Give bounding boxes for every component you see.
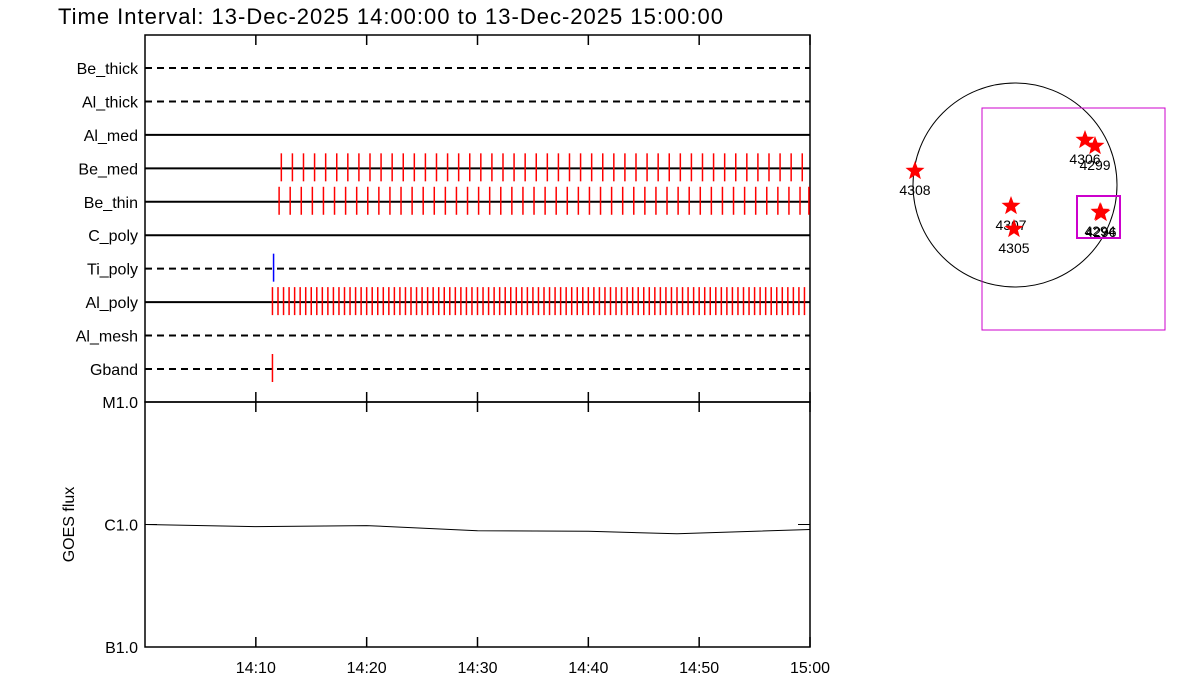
title: Time Interval: 13-Dec-2025 14:00:00 to 1… <box>58 4 724 29</box>
timeline-frame <box>144 34 811 403</box>
row-label: Gband <box>90 362 138 379</box>
x-tick-label: 14:10 <box>236 660 276 677</box>
row-label: Al_thick <box>82 94 139 111</box>
y-tick-label: B1.0 <box>105 640 138 657</box>
region-star <box>1085 136 1105 155</box>
row-label: Al_poly <box>86 295 138 312</box>
x-tick-label: 14:30 <box>457 660 497 677</box>
y-tick-label: C1.0 <box>104 518 138 535</box>
region-star <box>1075 130 1095 149</box>
region-label: 4305 <box>998 240 1029 256</box>
solar-limb <box>912 82 1118 288</box>
region-star <box>1001 196 1021 215</box>
region-label: 4306 <box>1069 151 1100 167</box>
region-label: 4294 <box>1084 223 1115 239</box>
goes-line <box>144 524 811 535</box>
row-label: C_poly <box>88 228 138 245</box>
y-axis-label: GOES flux <box>61 487 78 563</box>
x-tick-label: 14:50 <box>679 660 719 677</box>
x-tick-label: 14:20 <box>347 660 387 677</box>
region-star <box>1004 219 1024 238</box>
row-label: Be_thick <box>77 61 139 78</box>
region-label: 4308 <box>899 182 930 198</box>
region-star <box>1090 202 1110 221</box>
x-tick-label: 15:00 <box>790 660 830 677</box>
y-tick-label: M1.0 <box>102 395 138 412</box>
x-tick-label: 14:40 <box>568 660 608 677</box>
fov-box <box>981 107 1166 331</box>
row-label: Al_med <box>84 128 138 145</box>
region-label: 4299 <box>1079 157 1110 173</box>
region-label: 4296 <box>1085 224 1116 240</box>
row-label: Ti_poly <box>87 262 138 279</box>
row-label: Al_mesh <box>76 329 138 346</box>
row-label: Be_thin <box>84 195 138 212</box>
fov-box <box>1076 195 1121 239</box>
row-label: Be_med <box>78 161 138 178</box>
region-star <box>905 161 925 180</box>
goes-frame <box>144 401 811 648</box>
